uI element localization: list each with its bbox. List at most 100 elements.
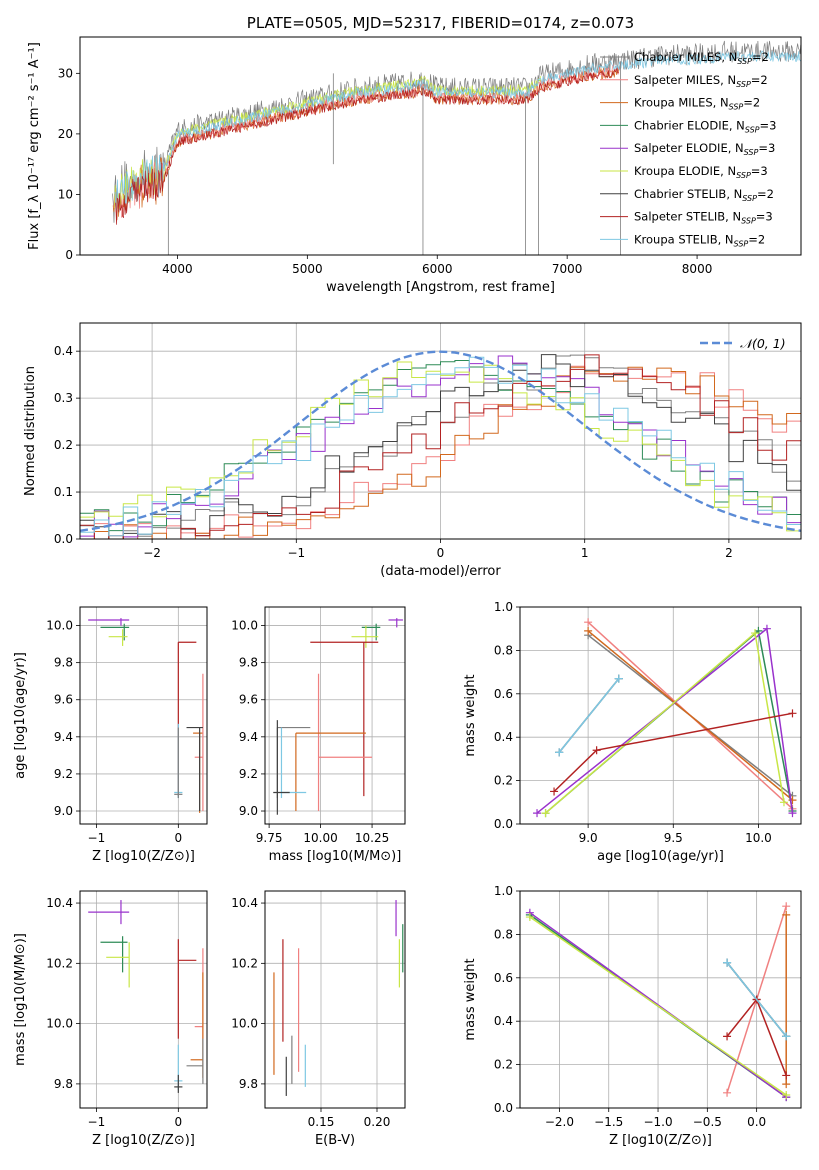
- hist-salpeter-stelib: [80, 354, 801, 539]
- legend-label-kroupa-elodie: Kroupa ELODIE, NSSP=3: [634, 164, 768, 180]
- y-axis-label: mass [log10(M/M⊙)]: [13, 933, 28, 1066]
- x-axis-label: wavelength [Angstrom, rest frame]: [326, 280, 555, 295]
- x-tick-label: −2: [143, 546, 161, 560]
- error-bars: [88, 618, 204, 813]
- x-tick-label: 0: [175, 831, 183, 845]
- point-chabrier-miles: [174, 727, 183, 799]
- x-tick-label: 9.0: [579, 831, 598, 845]
- point-chabrier-miles: [276, 726, 311, 799]
- spectrum-salpeter-stelib: [115, 68, 619, 225]
- weight-marker-salpeter-miles: [782, 902, 791, 911]
- y-tick-label: 0.1: [54, 485, 73, 499]
- y-tick-label: 9.6: [239, 693, 258, 707]
- x-tick-label: 10.25: [355, 831, 389, 845]
- weight-marker-kroupa-miles: [782, 1080, 791, 1089]
- point-kroupa-miles: [295, 732, 366, 812]
- x-axis-label: (data-model)/error: [380, 564, 501, 579]
- y-tick-label: 0.2: [54, 438, 73, 452]
- y-axis-label: Normed distribution: [23, 366, 38, 496]
- y-tick-label: 0: [65, 248, 73, 262]
- weight-line-chabrier-elodie: [545, 629, 794, 814]
- x-tick-label: −1.5: [594, 1115, 623, 1129]
- normal-curve: [80, 350, 801, 532]
- weight-marker-salpeter-miles: [723, 1088, 732, 1097]
- point-kroupa-elodie: [106, 942, 130, 988]
- x-tick-label: 0: [175, 1115, 183, 1129]
- y-tick-label: 0.2: [494, 774, 513, 788]
- weight-marker-salpeter-elodie: [533, 809, 542, 818]
- axes-frame: [264, 606, 406, 825]
- y-tick-label: 0.6: [494, 687, 513, 701]
- y-tick-label: 9.2: [54, 767, 73, 781]
- histograms: [80, 350, 801, 539]
- x-axis-label: age [log10(age/yr)]: [597, 849, 724, 864]
- point-kroupa-elodie: [108, 629, 128, 646]
- y-tick-label: 0.0: [494, 1101, 513, 1115]
- panel-5: 9.0 9.5 10.0 0.0 0.2 0.4 0.6 0.8 1.0 age [log10(a…: [463, 600, 802, 864]
- weight-lines: [533, 618, 797, 818]
- point-chabrier-elodie: [361, 623, 381, 641]
- weight-marker-salpeter-stelib: [723, 1032, 732, 1041]
- weight-marker-kroupa-elodie: [525, 913, 534, 922]
- legend-label-kroupa-miles: Kroupa MILES, NSSP=2: [634, 96, 760, 112]
- y-tick-label: 9.8: [239, 656, 258, 670]
- x-tick-label: 4000: [162, 262, 193, 276]
- axes-frame: [79, 890, 208, 1109]
- point-kroupa-elodie: [351, 625, 379, 648]
- panel-2: −2 −1 0 1 2 0.0 0.1 0.2 0.3 0.4 (data-model)/error…: [23, 322, 802, 579]
- x-tick-label: 0.15: [308, 1115, 335, 1129]
- weight-marker-salpeter-stelib: [550, 787, 559, 796]
- y-axis-label: mass weight: [463, 958, 478, 1040]
- axes-frame: [264, 890, 406, 1109]
- axes-frame: [79, 36, 802, 256]
- weight-line-salpeter-elodie: [529, 912, 787, 1098]
- weight-line-kroupa-elodie: [529, 916, 787, 1096]
- x-tick-label: 10.0: [745, 831, 772, 845]
- weight-marker-kroupa-elodie: [751, 629, 760, 638]
- x-tick-label: 1: [581, 546, 589, 560]
- legend: Chabrier MILES, NSSP=2 Salpeter MILES, NS…: [600, 50, 776, 248]
- spectrum-lines: [112, 40, 801, 255]
- x-axis-label: Z [log10(Z/Z⊙)]: [609, 1133, 712, 1148]
- weight-marker-kroupa-stelib: [782, 1032, 791, 1041]
- point-salpeter-elodie: [388, 618, 403, 628]
- weight-marker-kroupa-miles: [782, 910, 791, 919]
- point-kroupa-miles: [193, 732, 203, 813]
- error-bars: [88, 900, 204, 1093]
- error-bars: [273, 618, 403, 815]
- legend-label-normal: 𝒩(0, 1): [740, 336, 786, 351]
- point-chabrier-elodie: [100, 936, 128, 973]
- y-tick-label: 1.0: [494, 884, 513, 898]
- axes-frame: [519, 606, 802, 825]
- weight-marker-kroupa-elodie: [779, 798, 788, 807]
- hist-kroupa-stelib: [80, 356, 801, 537]
- hist-chabrier-elodie: [80, 360, 801, 532]
- weight-lines: [525, 902, 791, 1102]
- spectrum-kroupa-stelib: [114, 50, 801, 211]
- weight-marker-kroupa-stelib: [723, 958, 732, 967]
- legend-label-chabrier-stelib: Chabrier STELIB, NSSP=2: [634, 187, 774, 203]
- y-tick-label: 9.2: [239, 767, 258, 781]
- weight-marker-kroupa-miles: [584, 626, 593, 635]
- panel-4: 9.75 10.00 10.25 9.0 9.2 9.4 9.6 9.8 10.0 mass [l…: [231, 606, 406, 864]
- hist-kroupa-elodie: [80, 361, 801, 532]
- y-tick-label: 0.2: [494, 1058, 513, 1072]
- y-tick-label: 1.0: [494, 600, 513, 614]
- point-chabrier-miles: [186, 1038, 204, 1084]
- weight-marker-salpeter-stelib: [788, 709, 797, 718]
- axes-frame: [79, 606, 208, 825]
- x-tick-label: 5000: [292, 262, 323, 276]
- x-tick-label: −2.0: [545, 1115, 574, 1129]
- panel-7: 0.15 0.20 9.8 10.0 10.2 10.4 E(B-V): [231, 890, 406, 1148]
- y-tick-label: 0.4: [494, 730, 513, 744]
- weight-marker-salpeter-elodie: [762, 624, 771, 633]
- weight-line-kroupa-elodie: [545, 631, 785, 814]
- x-tick-label: 0.20: [364, 1115, 391, 1129]
- panel-6: −1 0 9.8 10.0 10.2 10.4 Z [log10(Z/Z⊙)] mass [l…: [13, 890, 208, 1148]
- point-chabrier-stelib: [186, 726, 203, 812]
- y-tick-label: 0.0: [494, 817, 513, 831]
- point-kroupa-stelib: [280, 727, 307, 799]
- x-tick-label: 9.75: [256, 831, 283, 845]
- y-tick-label: 20: [58, 127, 73, 141]
- panel-8: −2.0 −1.5 −1.0 −0.5 0.0 0.0 0.2 0.4 0.6 0.8 1.0 Z […: [463, 884, 802, 1148]
